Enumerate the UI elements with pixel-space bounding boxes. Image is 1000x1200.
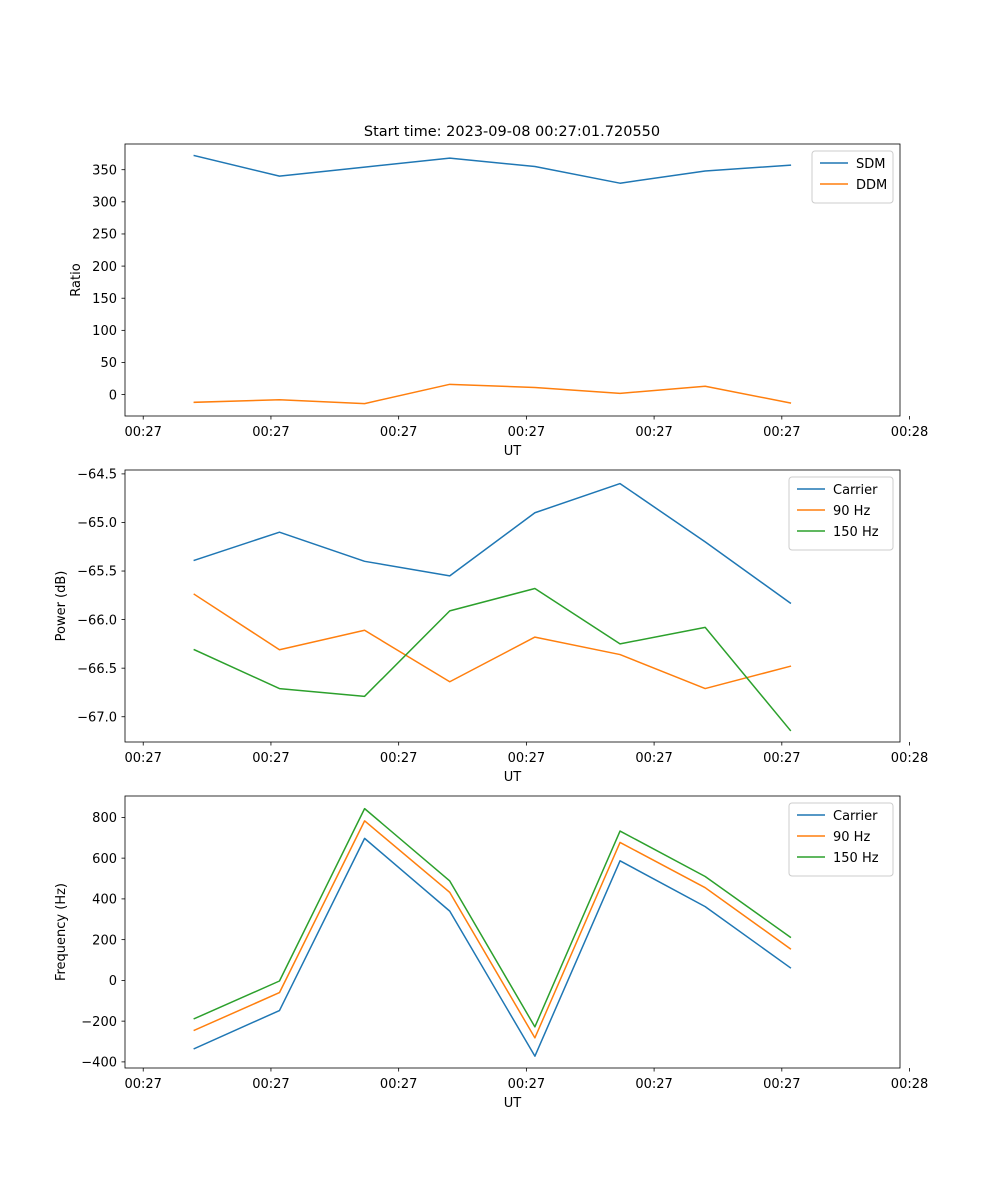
subplot-2-x-tick-label-2: 00:27 [252,751,289,766]
subplot-3-series-group [193,807,792,1057]
subplot-1-x-tick-label-3: 00:27 [380,425,417,440]
subplot-1-y-tick-label-3: 100 [92,324,117,339]
subplot-1-y-tick-label-8: 350 [92,163,117,178]
subplot-1-x-axis-label: UT [504,444,522,459]
subplot-3-y-tick-label-1: −400 [81,1056,117,1071]
subplots: 00:27 00:27 00:27 00:27 00:27 00:27 00:28 0 50 10… [54,143,928,1111]
subplot-2-y-tick-label-6: −67.0 [77,710,117,725]
subplot-2-legend: Carrier 90 Hz 150 Hz [788,476,894,551]
subplot-3-legend-label-1: Carrier [833,809,878,824]
subplot-3-x-tick-label-2: 00:27 [252,1077,289,1092]
subplot-2-y-tick-label-1: −64.5 [77,468,117,483]
subplot-2-x-tick-label-3: 00:27 [380,751,417,766]
subplot-1-legend-label-1: SDM [856,157,885,172]
subplot-1-y-tick-label-1: 0 [109,388,117,403]
subplot-1-axes-frame [124,143,901,417]
subplot-3-legend: Carrier 90 Hz 150 Hz [788,802,894,877]
subplot-3-y-axis-label: Frequency (Hz) [54,883,69,981]
subplot-3-x-tick-label-6: 00:27 [763,1077,800,1092]
subplot-1-series-line-1 [193,154,792,184]
subplot-1: 00:27 00:27 00:27 00:27 00:27 00:27 00:28 0 50 10… [69,143,928,459]
subplot-2-x-tick-label-1: 00:27 [124,751,161,766]
subplot-2-y-tick-label-3: −65.5 [77,565,117,580]
subplot-2-legend-label-1: Carrier [833,483,878,498]
subplot-1-y-axis-label: Ratio [69,263,84,296]
subplot-1-x-tick-label-7: 00:28 [891,425,928,440]
subplot-3-legend-label-3: 150 Hz [833,851,879,866]
subplot-2-y-tick-label-4: −66.0 [77,613,117,628]
subplot-2-y-tick-label-5: −66.5 [77,662,117,677]
subplot-3-series-line-3 [193,807,792,1028]
subplot-3-y-tick-label-4: 200 [92,933,117,948]
subplot-2-legend-label-2: 90 Hz [833,504,870,519]
subplot-3-y-tick-label-5: 400 [92,893,117,908]
subplot-3: 00:27 00:27 00:27 00:27 00:27 00:27 00:28 −400 −… [54,795,928,1111]
figure-title: Start time: 2023-09-08 00:27:01.720550 [364,124,660,140]
subplot-3-y-tick-label-3: 0 [109,974,117,989]
subplot-1-legend: SDM DDM [811,150,894,204]
subplot-1-y-tick-label-2: 50 [100,356,117,371]
subplot-1-x-tick-label-4: 00:27 [508,425,545,440]
subplot-3-x-tick-label-1: 00:27 [124,1077,161,1092]
subplot-1-series-group [193,154,792,405]
subplot-1-y-tick-label-7: 300 [92,196,117,211]
subplot-2-legend-label-3: 150 Hz [833,525,879,540]
subplot-2-x-tick-label-7: 00:28 [891,751,928,766]
subplot-3-x-axis-label: UT [504,1096,522,1111]
subplot-3-legend-label-2: 90 Hz [833,830,870,845]
subplot-3-y-tick-label-7: 800 [92,811,117,826]
subplot-2-y-tick-label-2: −65.0 [77,516,117,531]
subplot-1-x-tick-label-5: 00:27 [635,425,672,440]
subplot-1-y-tick-label-5: 200 [92,260,117,275]
subplot-3-x-tick-label-5: 00:27 [635,1077,672,1092]
subplot-3-series-line-2 [193,820,792,1039]
subplot-2-x-axis-label: UT [504,770,522,785]
subplot-3-axes-frame [124,795,901,1069]
subplot-2: 00:27 00:27 00:27 00:27 00:27 00:27 00:28 −64.5… [54,468,928,785]
subplot-1-legend-label-2: DDM [856,178,887,193]
subplot-3-x-tick-label-7: 00:28 [891,1077,928,1092]
subplot-2-axes-frame [124,469,901,743]
subplot-2-series-line-1 [193,482,792,605]
subplot-2-series-line-2 [193,593,792,690]
subplot-3-series-line-1 [193,837,792,1057]
subplot-1-x-tick-label-6: 00:27 [763,425,800,440]
subplot-3-x-tick-label-3: 00:27 [380,1077,417,1092]
subplot-2-x-tick-label-4: 00:27 [508,751,545,766]
subplot-2-y-axis-label: Power (dB) [54,571,69,642]
subplot-1-y-tick-label-4: 150 [92,292,117,307]
subplot-2-series-line-3 [193,587,792,732]
subplot-1-x-tick-label-1: 00:27 [124,425,161,440]
subplot-3-x-tick-label-4: 00:27 [508,1077,545,1092]
subplot-2-x-tick-label-5: 00:27 [635,751,672,766]
subplot-1-y-tick-label-6: 250 [92,228,117,243]
subplot-1-legend-box [811,150,894,204]
subplot-3-y-tick-label-2: −200 [81,1015,117,1030]
subplot-2-x-tick-label-6: 00:27 [763,751,800,766]
subplot-1-x-tick-label-2: 00:27 [252,425,289,440]
subplot-1-series-line-2 [193,383,792,405]
subplot-3-y-tick-label-6: 600 [92,852,117,867]
subplot-2-series-group [193,482,792,732]
